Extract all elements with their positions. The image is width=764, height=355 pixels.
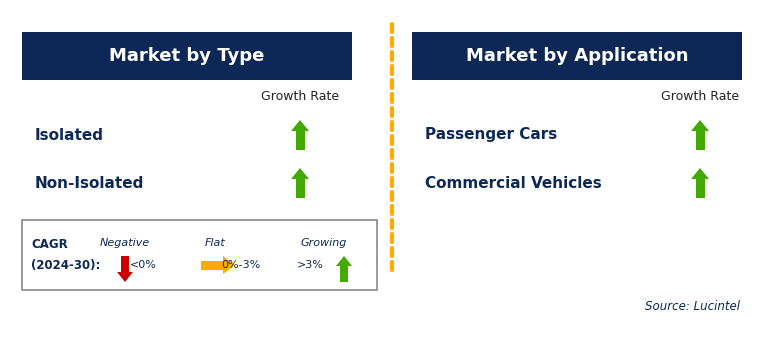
Text: Source: Lucintel: Source: Lucintel bbox=[645, 300, 740, 313]
Text: 0%-3%: 0%-3% bbox=[222, 260, 261, 270]
Polygon shape bbox=[223, 256, 235, 274]
Text: Negative: Negative bbox=[100, 238, 150, 248]
Polygon shape bbox=[296, 179, 305, 198]
Text: <0%: <0% bbox=[130, 260, 157, 270]
Polygon shape bbox=[691, 168, 709, 179]
Text: Flat: Flat bbox=[205, 238, 225, 248]
Polygon shape bbox=[121, 256, 129, 272]
Polygon shape bbox=[291, 168, 309, 179]
FancyBboxPatch shape bbox=[22, 32, 352, 80]
Polygon shape bbox=[695, 131, 704, 150]
Text: Growth Rate: Growth Rate bbox=[661, 91, 739, 104]
Text: Isolated: Isolated bbox=[35, 127, 104, 142]
Text: (2024-30):: (2024-30): bbox=[31, 258, 100, 272]
Text: Growing: Growing bbox=[301, 238, 347, 248]
Polygon shape bbox=[296, 131, 305, 150]
Text: Growth Rate: Growth Rate bbox=[261, 91, 339, 104]
Text: >3%: >3% bbox=[296, 260, 323, 270]
Text: Market by Type: Market by Type bbox=[109, 47, 264, 65]
Text: Passenger Cars: Passenger Cars bbox=[425, 127, 557, 142]
Text: Market by Application: Market by Application bbox=[466, 47, 688, 65]
Text: Commercial Vehicles: Commercial Vehicles bbox=[425, 175, 602, 191]
Polygon shape bbox=[340, 266, 348, 282]
Polygon shape bbox=[691, 120, 709, 131]
Polygon shape bbox=[201, 261, 223, 269]
Polygon shape bbox=[695, 179, 704, 198]
Polygon shape bbox=[117, 272, 133, 282]
FancyBboxPatch shape bbox=[22, 220, 377, 290]
Text: Non-Isolated: Non-Isolated bbox=[35, 175, 144, 191]
Text: CAGR: CAGR bbox=[31, 239, 68, 251]
Polygon shape bbox=[336, 256, 352, 266]
FancyBboxPatch shape bbox=[412, 32, 742, 80]
Polygon shape bbox=[291, 120, 309, 131]
